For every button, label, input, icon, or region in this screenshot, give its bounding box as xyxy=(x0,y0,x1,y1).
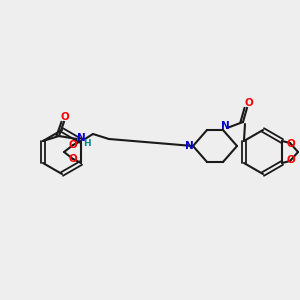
Text: O: O xyxy=(69,154,77,164)
Text: O: O xyxy=(69,140,77,150)
Text: N: N xyxy=(76,133,85,143)
Text: O: O xyxy=(287,155,296,165)
Text: H: H xyxy=(83,139,91,148)
Text: O: O xyxy=(244,98,253,108)
Text: N: N xyxy=(184,141,194,151)
Text: O: O xyxy=(61,112,69,122)
Text: O: O xyxy=(287,139,296,149)
Text: N: N xyxy=(220,121,230,131)
